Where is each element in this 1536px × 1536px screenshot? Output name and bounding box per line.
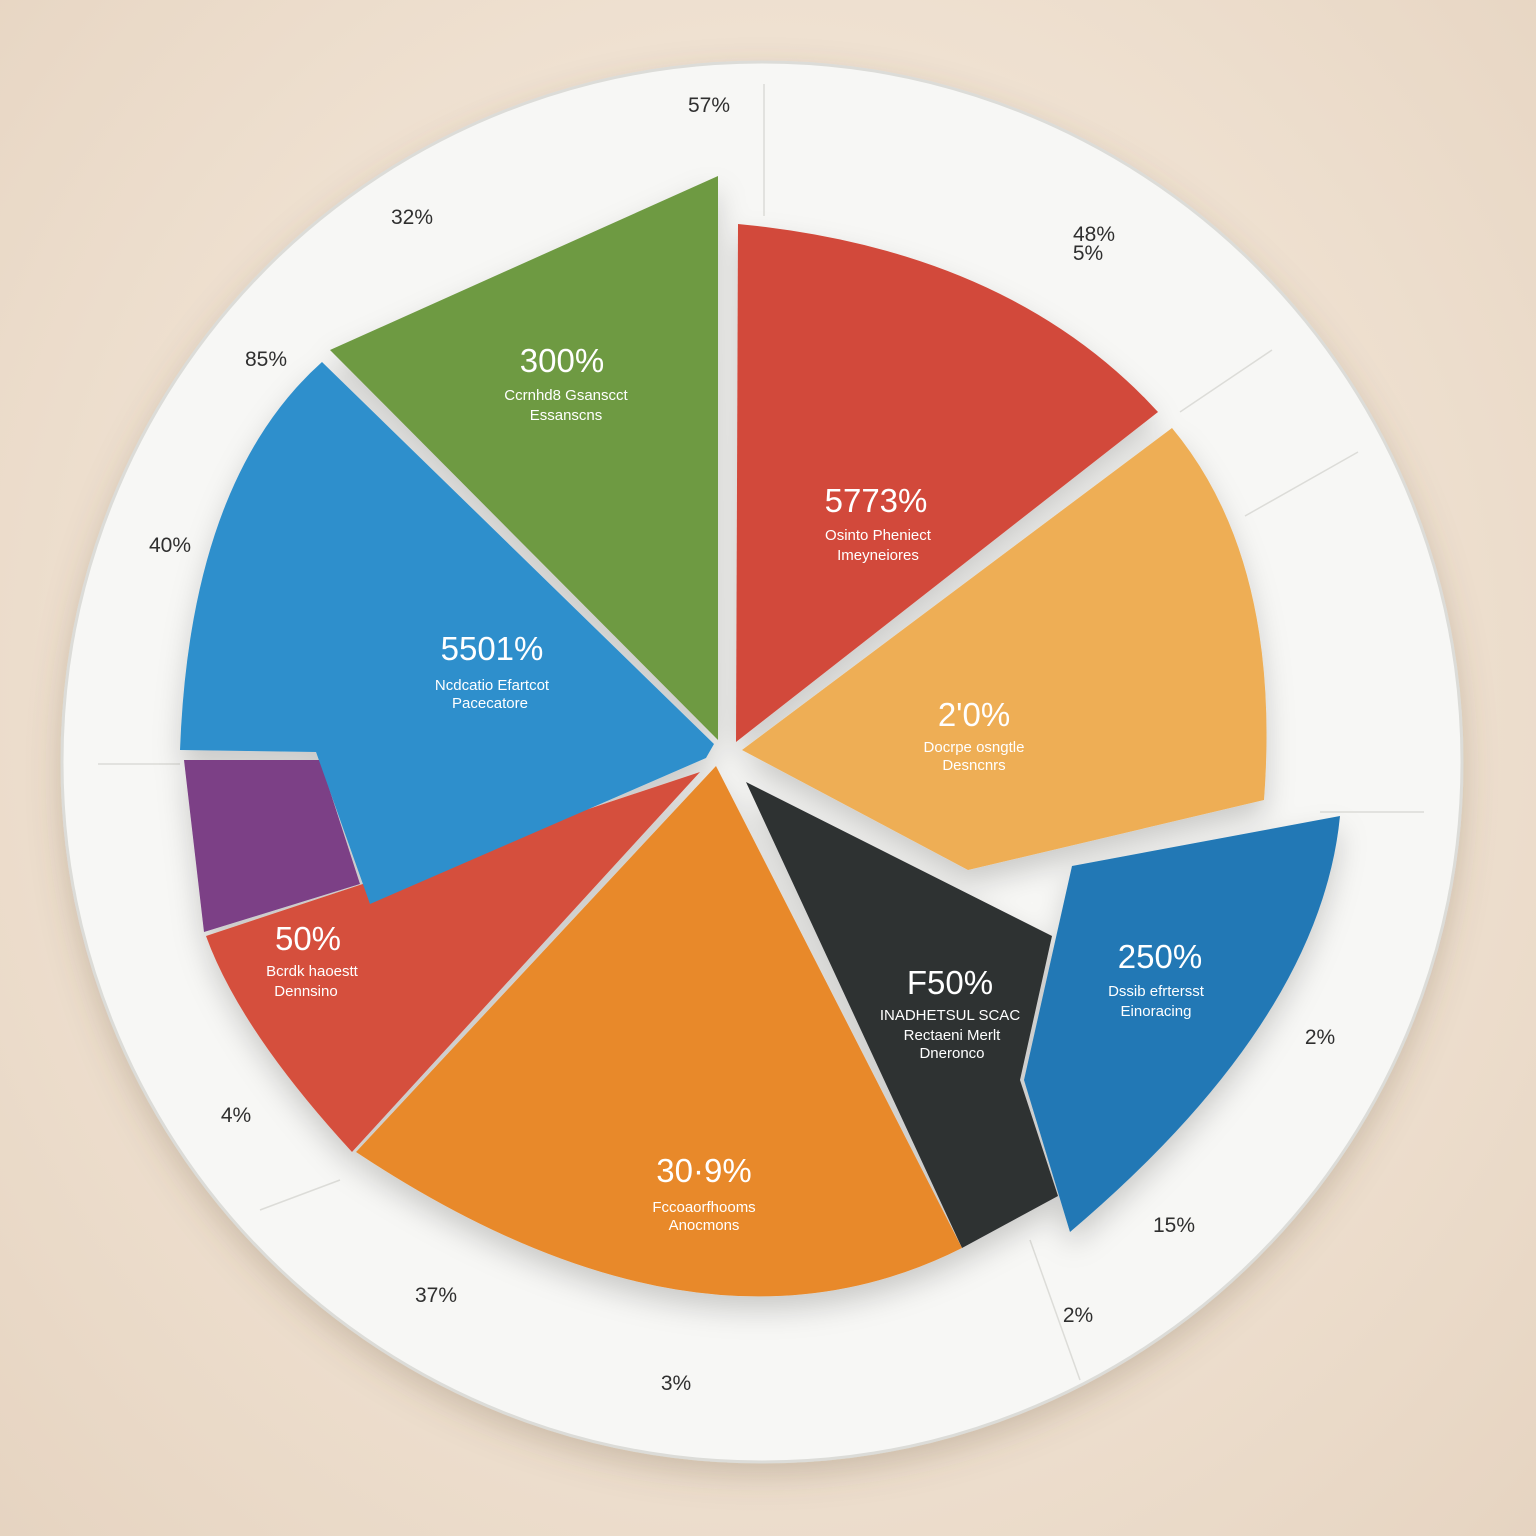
slice-caption-line: Docrpe osngtle: [924, 739, 1025, 756]
plate-divider-line: [259, 1179, 341, 1211]
slice-caption-line: Imeyneiores: [837, 547, 919, 564]
plate-divider-line: [1179, 349, 1273, 413]
slice-value-label: 5501%: [441, 630, 544, 667]
slice-green: [330, 176, 718, 740]
outer-percent-label: 32%: [391, 206, 433, 229]
slice-label: 300% Ccrnhd8 Gsanscct Essanscns: [504, 342, 628, 424]
outer-percent-label: 2%: [1305, 1026, 1335, 1049]
slice-label: 2'0% Docrpe osngtle Desncnrs: [924, 696, 1025, 774]
slice-blue: [180, 362, 714, 904]
slice-red: [736, 224, 1158, 742]
slice-value-label: 5773%: [825, 482, 928, 519]
outer-percent-label: 85%: [245, 348, 287, 371]
slice-caption-line: Ncdcatio Efartcot: [435, 677, 550, 694]
outer-percent-label: 2%: [1063, 1304, 1093, 1327]
slice-label: 5773% Osinto Pheniect Imeyneiores: [825, 482, 932, 564]
outer-percent-label: 5%: [1073, 242, 1103, 265]
slice-red-lower: [206, 772, 700, 1152]
slice-value-label: 30·9%: [656, 1152, 751, 1189]
slice-labels: 300% Ccrnhd8 Gsanscct Essanscns 5773% Os…: [266, 342, 1205, 1234]
outer-percent-label: 37%: [415, 1284, 457, 1307]
outer-percent-label: 15%: [1153, 1214, 1195, 1237]
slice-value-label: 50%: [275, 920, 341, 957]
outer-percent-label: 4%: [221, 1104, 251, 1127]
slice-label: 50% Bcrdk haoestt Dennsino: [266, 920, 359, 1000]
slice-label: 5501% Ncdcatio Efartcot Pacecatore: [435, 630, 550, 712]
slice-value-label: 2'0%: [938, 696, 1010, 733]
slice-value-label: 300%: [520, 342, 604, 379]
slice-caption-line: Desncnrs: [942, 757, 1005, 774]
pie-slices: [180, 176, 1340, 1297]
outer-labels: 57% 48% 5% 2% 15% 2% 3% 37% 4% 40% 85% 3…: [149, 94, 1335, 1395]
slice-caption-line: Osinto Pheniect: [825, 527, 932, 544]
slice-caption-line: INADHETSUL SCAC: [880, 1007, 1020, 1024]
slice-caption-line: Dssib efrtersst: [1108, 983, 1205, 1000]
outer-percent-label: 3%: [661, 1372, 691, 1395]
outer-percent-label: 57%: [688, 94, 730, 117]
slice-orange: [356, 766, 962, 1297]
slice-caption-line: Essanscns: [530, 407, 603, 424]
outer-percent-label: 48%: [1073, 223, 1115, 246]
slice-caption-line: Fccoaorfhooms: [652, 1199, 755, 1216]
plate-divider-line: [1244, 451, 1359, 517]
slice-dark: [746, 782, 1058, 1248]
slice-yellow: [742, 428, 1267, 870]
slice-caption-line: Anocmons: [669, 1217, 740, 1234]
slice-value-label: 250%: [1118, 938, 1202, 975]
plate-divider-lines: [98, 84, 1424, 1381]
slice-caption-line: Bcrdk haoestt: [266, 963, 359, 980]
slice-caption-line: Ccrnhd8 Gsanscct: [504, 387, 628, 404]
slice-label: F50% INADHETSUL SCAC Rectaeni Merlt Dner…: [880, 964, 1020, 1062]
slice-caption-line: Pacecatore: [452, 695, 528, 712]
slice-blue-outer: [1024, 816, 1340, 1232]
slice-caption-line: Einoracing: [1121, 1003, 1192, 1020]
slice-caption-line: Dneronco: [919, 1045, 984, 1062]
slice-caption-line: Dennsino: [274, 983, 337, 1000]
slice-label: 250% Dssib efrtersst Einoracing: [1108, 938, 1205, 1020]
slice-caption-line: Rectaeni Merlt: [904, 1027, 1002, 1044]
slice-purple: [184, 760, 360, 932]
plate-divider-line: [1029, 1239, 1081, 1381]
outer-percent-label: 40%: [149, 534, 191, 557]
slice-value-label: F50%: [907, 964, 993, 1001]
slice-label: 30·9% Fccoaorfhooms Anocmons: [652, 1152, 755, 1234]
